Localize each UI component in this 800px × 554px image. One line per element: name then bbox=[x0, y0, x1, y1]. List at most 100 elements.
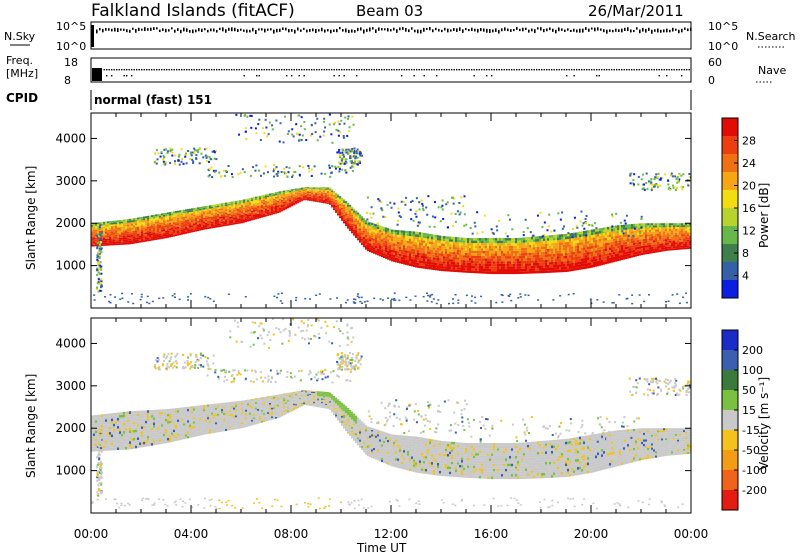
echo-cell bbox=[323, 191, 326, 193]
freq-dot bbox=[353, 69, 355, 71]
echo-cell bbox=[205, 207, 208, 210]
echo-cell bbox=[235, 212, 238, 215]
echo-cell bbox=[465, 247, 468, 251]
echo-cell bbox=[379, 229, 382, 233]
echo-cell bbox=[659, 229, 662, 232]
echo-cell bbox=[257, 199, 260, 202]
echo-cell bbox=[505, 268, 508, 272]
freq-dot bbox=[558, 69, 560, 71]
echo-cell bbox=[273, 195, 276, 198]
echo-cell bbox=[337, 206, 340, 208]
echo-cell bbox=[271, 194, 274, 197]
nsky-bar bbox=[534, 29, 536, 34]
echo-cell bbox=[175, 230, 178, 233]
echo-cell bbox=[621, 245, 624, 248]
nsky-bar bbox=[225, 29, 227, 33]
echo-cell bbox=[613, 225, 616, 229]
echo-cell bbox=[505, 238, 508, 241]
echo-cell bbox=[463, 245, 466, 248]
echo-cell bbox=[437, 252, 440, 256]
echo-cell bbox=[109, 221, 112, 223]
echo-cell bbox=[265, 197, 268, 200]
echo-cell bbox=[95, 244, 98, 247]
echo-cell bbox=[401, 239, 404, 243]
echo-cell bbox=[337, 165, 340, 168]
echo-cell bbox=[537, 249, 540, 253]
echo-cell bbox=[183, 220, 186, 222]
echo-cell bbox=[547, 238, 550, 241]
echo-cell bbox=[381, 254, 384, 258]
nsky-bar bbox=[348, 29, 350, 34]
echo-cell bbox=[127, 242, 130, 245]
echo-cell bbox=[573, 246, 576, 249]
echo-cell bbox=[215, 219, 218, 221]
echo-cell bbox=[311, 187, 314, 189]
echo-cell bbox=[419, 255, 422, 258]
nsky-bar bbox=[327, 29, 329, 32]
echo-cell bbox=[291, 195, 294, 197]
echo-cell bbox=[229, 213, 232, 216]
echo-cell bbox=[141, 220, 144, 223]
echo-cell bbox=[163, 234, 166, 237]
echo-cell bbox=[121, 241, 124, 244]
echo-cell bbox=[319, 197, 322, 199]
echo-cell bbox=[125, 233, 128, 236]
echo-cell bbox=[545, 248, 548, 252]
echo-cell bbox=[105, 242, 108, 245]
echo-cell bbox=[245, 207, 248, 209]
echo-cell bbox=[225, 219, 228, 221]
freq-dot bbox=[201, 69, 203, 71]
echo-cell bbox=[205, 159, 208, 162]
echo-cell bbox=[633, 223, 636, 227]
echo-cell bbox=[353, 229, 356, 232]
echo-cell bbox=[97, 230, 100, 233]
echo-cell bbox=[137, 222, 140, 225]
echo-cell bbox=[91, 223, 94, 225]
echo-cell bbox=[519, 250, 522, 254]
echo-cell bbox=[583, 244, 586, 248]
echo-cell bbox=[244, 127, 247, 130]
nsky-bar bbox=[189, 29, 191, 33]
echo-cell bbox=[247, 206, 250, 209]
echo-cell bbox=[279, 198, 282, 201]
echo-cell bbox=[127, 222, 130, 225]
freq-dot bbox=[463, 69, 465, 71]
echo-cell bbox=[133, 238, 136, 241]
echo-cell bbox=[315, 200, 318, 202]
echo-cell bbox=[409, 263, 412, 266]
freq-dot bbox=[618, 69, 620, 71]
echo-cell bbox=[247, 201, 250, 204]
echo-cell bbox=[455, 262, 458, 265]
echo-cell bbox=[507, 261, 510, 264]
echo-cell bbox=[449, 251, 452, 255]
echo-cell bbox=[565, 242, 568, 245]
echo-cell bbox=[517, 237, 520, 241]
echo-cell bbox=[277, 199, 280, 201]
echo-cell bbox=[635, 233, 638, 236]
echo-cell bbox=[351, 231, 354, 234]
echo-cell bbox=[509, 243, 512, 246]
echo-cell bbox=[371, 248, 374, 251]
echo-cell bbox=[387, 252, 390, 256]
echo-cell bbox=[139, 235, 142, 238]
nsky-bar bbox=[615, 28, 617, 32]
echo-cell bbox=[507, 253, 510, 257]
echo-cell bbox=[537, 262, 540, 266]
echo-cell bbox=[635, 228, 638, 231]
echo-cell bbox=[387, 241, 390, 244]
echo-cell bbox=[587, 249, 590, 253]
echo-cell bbox=[359, 232, 362, 235]
echo-cell bbox=[361, 216, 364, 219]
echo-cell bbox=[333, 193, 336, 196]
echo-cell bbox=[157, 217, 160, 220]
echo-cell bbox=[509, 271, 512, 275]
echo-cell bbox=[177, 212, 180, 215]
echo-cell bbox=[441, 263, 444, 267]
echo-cell bbox=[147, 219, 150, 222]
echo-cell bbox=[561, 258, 564, 262]
echo-cell bbox=[501, 248, 504, 251]
freq-dot bbox=[573, 69, 575, 71]
echo-cell bbox=[301, 134, 304, 137]
echo-cell bbox=[298, 138, 301, 141]
freq-dot bbox=[161, 69, 163, 71]
